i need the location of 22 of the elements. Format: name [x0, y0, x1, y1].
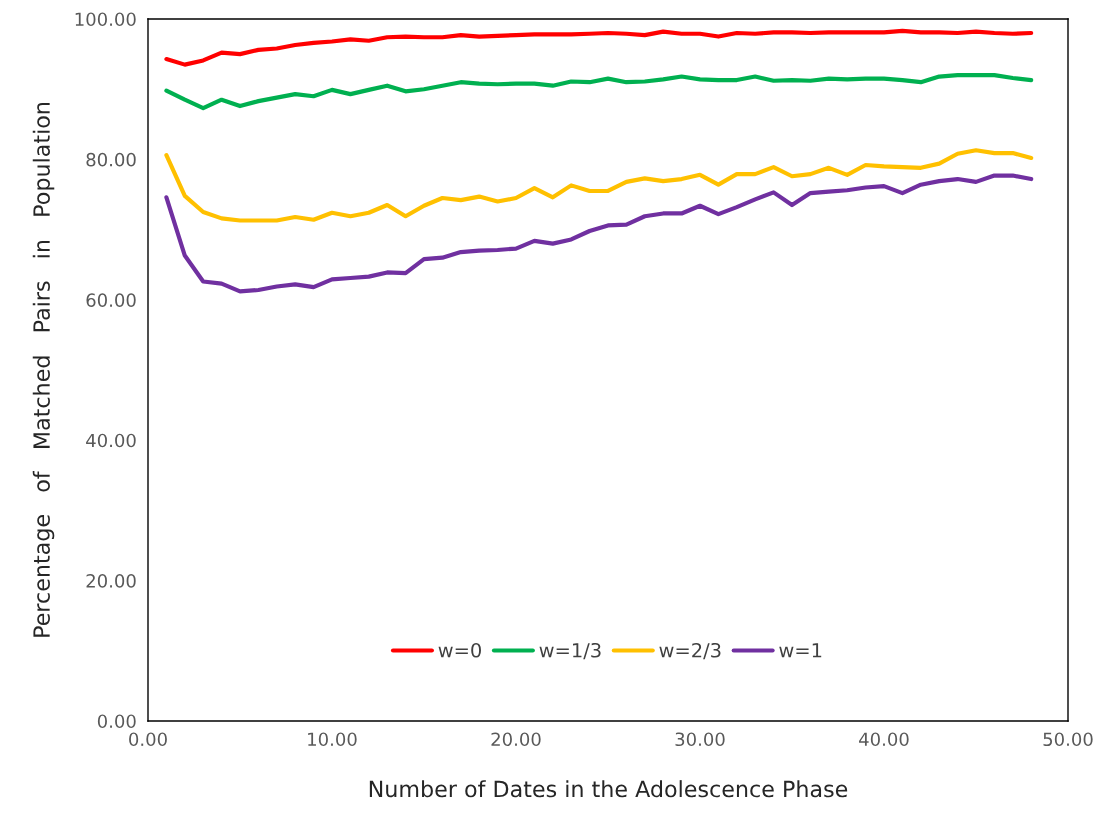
- x-tick-label: 0.00: [129, 732, 167, 747]
- y-tick-label: 0.00: [97, 714, 136, 729]
- line-series: [164, 148, 1034, 223]
- y-tick-label: 40.00: [86, 433, 136, 448]
- line-series: [164, 28, 1034, 67]
- x-tick-label: 50.00: [1043, 732, 1093, 747]
- y-tick-label: 100.00: [75, 12, 136, 27]
- legend-label: w=0: [438, 642, 481, 658]
- x-tick-label: 10.00: [308, 732, 357, 747]
- y-tick-label: 20.00: [86, 574, 136, 588]
- y-axis-title: Percentage of Matched Pairs in Population: [32, 102, 55, 637]
- legend-label: w=1: [779, 643, 822, 658]
- line-series: [164, 173, 1034, 294]
- x-tick-label: 40.00: [859, 732, 909, 747]
- y-tick-label: 60.00: [86, 293, 136, 307]
- x-tick-label: 30.00: [675, 732, 725, 747]
- x-tick-label: 20.00: [491, 732, 541, 747]
- y-tick-label: 80.00: [86, 152, 136, 167]
- x-axis-title: Number of Dates in the Adolescence Phase: [369, 780, 848, 798]
- legend-label: w=1/3: [539, 642, 601, 660]
- legend-label: w=2/3: [659, 642, 721, 660]
- line-series: [164, 73, 1034, 111]
